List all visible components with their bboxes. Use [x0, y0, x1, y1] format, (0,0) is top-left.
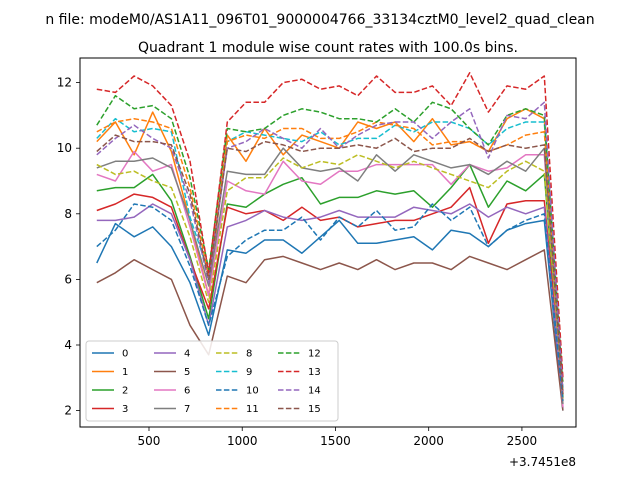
plot-area-frame: [79, 57, 577, 428]
series-line-8: [96, 154, 564, 391]
x-axis: 500 1000 1500 2000 2500: [138, 427, 538, 448]
series-line-15: [96, 134, 564, 395]
y-axis: 2 4 6 8 10 12: [57, 76, 80, 418]
x-tick-label: 2000: [413, 434, 444, 448]
legend-label-14: 14: [308, 386, 321, 397]
legend-label-4: 4: [184, 349, 190, 360]
y-tick-label: 6: [64, 272, 72, 286]
legend-label-3: 3: [122, 404, 128, 415]
legend-frame: [85, 340, 339, 422]
x-tick-label: 500: [138, 434, 161, 448]
legend-label-15: 15: [308, 404, 321, 415]
x-tick-label: 1500: [320, 434, 351, 448]
legend-label-1: 1: [122, 367, 128, 378]
series-line-4: [96, 203, 564, 408]
series-line-10: [96, 203, 564, 401]
y-tick-label: 10: [57, 141, 72, 155]
legend-label-8: 8: [246, 349, 252, 360]
x-tick-label: 1000: [227, 434, 258, 448]
series-line-7: [96, 147, 564, 405]
legend-label-11: 11: [246, 404, 259, 415]
legend-label-0: 0: [122, 349, 128, 360]
series-line-14: [96, 101, 564, 391]
figure-suptitle: n file: modeM0/AS1A11_096T01_9000004766_…: [45, 12, 594, 28]
legend-label-9: 9: [246, 367, 252, 378]
y-tick-label: 12: [57, 76, 72, 90]
series-line-5: [96, 249, 564, 411]
x-tick-label: 2500: [507, 434, 538, 448]
chart-title: Quadrant 1 module wise count rates with …: [138, 40, 518, 56]
legend-label-10: 10: [246, 386, 259, 397]
legend-label-7: 7: [184, 404, 190, 415]
y-tick-label: 4: [64, 338, 72, 352]
legend-label-12: 12: [308, 349, 321, 360]
series-layer: [96, 72, 564, 411]
x-axis-offset-label: +3.7451e8: [509, 455, 576, 469]
legend-label-5: 5: [184, 367, 190, 378]
series-line-3: [96, 186, 564, 395]
legend-label-6: 6: [184, 386, 190, 397]
y-tick-label: 8: [64, 207, 72, 221]
series-line-13: [96, 72, 564, 378]
legend-label-2: 2: [122, 386, 128, 397]
series-line-12: [96, 94, 564, 385]
legend-label-13: 13: [308, 367, 321, 378]
series-line-2: [96, 163, 564, 398]
y-tick-label: 2: [64, 404, 72, 418]
